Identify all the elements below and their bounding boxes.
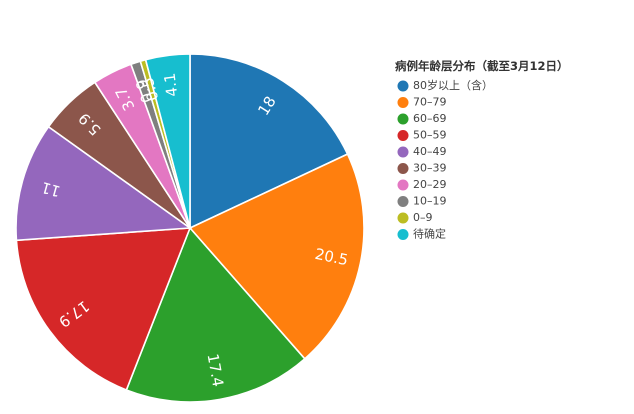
pie-slice-40-49 [15, 125, 193, 242]
legend-label: 30–39 [413, 162, 447, 175]
slice-value-label: 11 [39, 178, 62, 201]
legend-swatch [397, 212, 409, 224]
pie-slices [15, 53, 365, 403]
pie-slice-50-59 [15, 227, 192, 391]
legend-swatch [397, 196, 409, 207]
pie-slice-70-79 [188, 153, 365, 360]
legend-items: 80岁以上（含） 70–79 60–69 50–59 40–49 30–39 20–29 10… [397, 78, 493, 241]
slice-value-label: 0.5 [139, 75, 163, 103]
legend-swatch [397, 113, 409, 125]
legend-swatch [397, 97, 409, 108]
pie-slice-60-69 [125, 226, 306, 403]
slice-value-label: 17.4 [204, 352, 227, 388]
legend-label: 60–69 [413, 112, 447, 125]
legend-label: 80岁以上（含） [413, 78, 493, 92]
legend-swatch [397, 163, 409, 174]
legend-label: 70–79 [413, 96, 447, 109]
legend: 病例年龄层分布（截至3月12日） 80岁以上（含） 70–79 60–69 50–59… [395, 59, 569, 241]
pie-slice-item-9 [144, 53, 191, 229]
legend-label: 10–19 [413, 195, 447, 208]
legend-swatch [397, 80, 409, 92]
legend-swatch [397, 146, 409, 158]
legend-swatch [397, 179, 409, 191]
slice-value-label: 4.1 [160, 72, 181, 98]
legend-label: 0–9 [413, 211, 433, 224]
pie-slice-80 [189, 53, 349, 230]
legend-swatch [397, 130, 409, 141]
legend-label: 待确定 [413, 227, 446, 241]
legend-title: 病例年龄层分布（截至3月12日） [395, 59, 569, 73]
legend-swatch [397, 229, 409, 240]
legend-label: 50–59 [413, 129, 447, 142]
legend-label: 20–29 [413, 178, 447, 191]
legend-label: 40–49 [413, 145, 447, 158]
